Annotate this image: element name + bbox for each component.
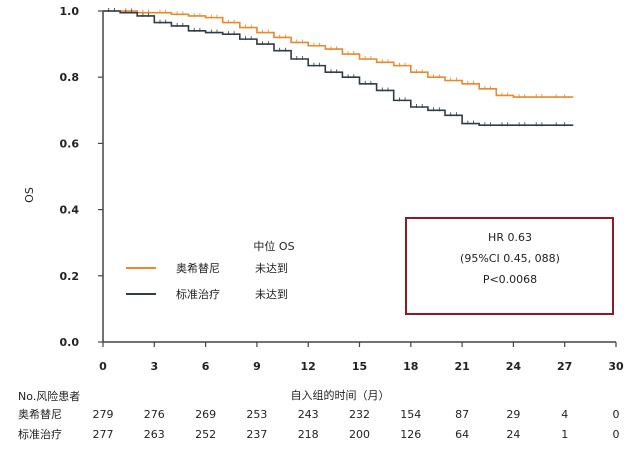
x-tick-label: 9 <box>253 360 261 373</box>
risk-row-label-standard: 标准治疗 <box>18 427 62 441</box>
risk-table-header: No.风险患者 <box>18 389 80 403</box>
x-tick-label: 6 <box>202 360 210 373</box>
legend: 中位 OS 奥希替尼 未达到 标准治疗 未达到 <box>126 239 295 301</box>
risk-table-cell: 253 <box>246 408 267 421</box>
hazard-ratio-box <box>405 217 614 315</box>
risk-table-values: 279 276 269 253 243 232 154 87 29 4 0 277 263 252 237 2… <box>93 408 620 441</box>
y-tick-label: 0.8 <box>60 71 80 84</box>
legend-median-standard: 未达到 <box>255 288 288 301</box>
x-tick-label: 27 <box>557 360 572 373</box>
y-tick-label: 0.0 <box>60 336 80 349</box>
hr-value: HR 0.63 <box>488 231 532 244</box>
risk-table-cell: 218 <box>298 428 319 441</box>
risk-table-cell: 154 <box>400 408 421 421</box>
hr-confidence-interval: (95%CI 0.45, 088) <box>460 252 560 265</box>
series-layer <box>103 8 574 127</box>
risk-table-cell: 277 <box>93 428 114 441</box>
y-axis-title: OS <box>23 187 36 203</box>
risk-table-cell: 126 <box>400 428 421 441</box>
series-line-0 <box>103 10 574 98</box>
y-tick-label: 0.4 <box>60 204 80 217</box>
legend-header: 中位 OS <box>253 239 294 253</box>
legend-label-standard: 标准治疗 <box>176 287 220 301</box>
hr-p-value: P<0.0068 <box>483 273 537 286</box>
risk-table: No.风险患者 奥希替尼 标准治疗 279 276 269 253 243 232 154 8… <box>18 389 620 441</box>
risk-table-cell: 0 <box>613 408 620 421</box>
x-tick-label: 3 <box>150 360 158 373</box>
risk-table-cell: 0 <box>613 428 620 441</box>
y-tick-label: 1.0 <box>60 5 80 18</box>
risk-table-cell: 1 <box>561 428 568 441</box>
risk-table-cell: 263 <box>144 428 165 441</box>
series-line-1 <box>103 10 574 126</box>
x-tick-label: 30 <box>608 360 624 373</box>
risk-table-cell: 64 <box>455 428 469 441</box>
x-tick-label: 15 <box>352 360 367 373</box>
risk-table-cell: 237 <box>246 428 267 441</box>
risk-table-cell: 276 <box>144 408 165 421</box>
risk-table-cell: 232 <box>349 408 370 421</box>
risk-table-cell: 243 <box>298 408 319 421</box>
y-axis-ticks: 0.0 0.2 0.4 0.6 0.8 1.0 <box>60 5 103 349</box>
legend-median-osimertinib: 未达到 <box>255 262 288 275</box>
x-axis-title: 自入组的时间（月） <box>291 388 390 402</box>
x-axis-ticks: 0 3 6 9 12 15 18 21 24 27 30 <box>99 342 624 373</box>
risk-row-label-osimertinib: 奥希替尼 <box>18 407 62 421</box>
x-tick-label: 0 <box>99 360 107 373</box>
x-tick-label: 18 <box>403 360 418 373</box>
risk-table-cell: 29 <box>506 408 520 421</box>
y-tick-label: 0.6 <box>60 137 80 150</box>
risk-table-cell: 269 <box>195 408 216 421</box>
x-tick-label: 24 <box>506 360 522 373</box>
x-tick-label: 12 <box>301 360 316 373</box>
risk-table-cell: 252 <box>195 428 216 441</box>
x-tick-label: 21 <box>454 360 469 373</box>
risk-table-cell: 279 <box>93 408 114 421</box>
risk-table-cell: 200 <box>349 428 370 441</box>
legend-label-osimertinib: 奥希替尼 <box>176 261 220 275</box>
y-tick-label: 0.2 <box>60 270 80 283</box>
risk-table-cell: 4 <box>561 408 568 421</box>
risk-table-cell: 24 <box>506 428 520 441</box>
risk-table-cell: 87 <box>455 408 469 421</box>
hazard-ratio-annotation: HR 0.63 (95%CI 0.45, 088) P<0.0068 <box>405 217 614 315</box>
